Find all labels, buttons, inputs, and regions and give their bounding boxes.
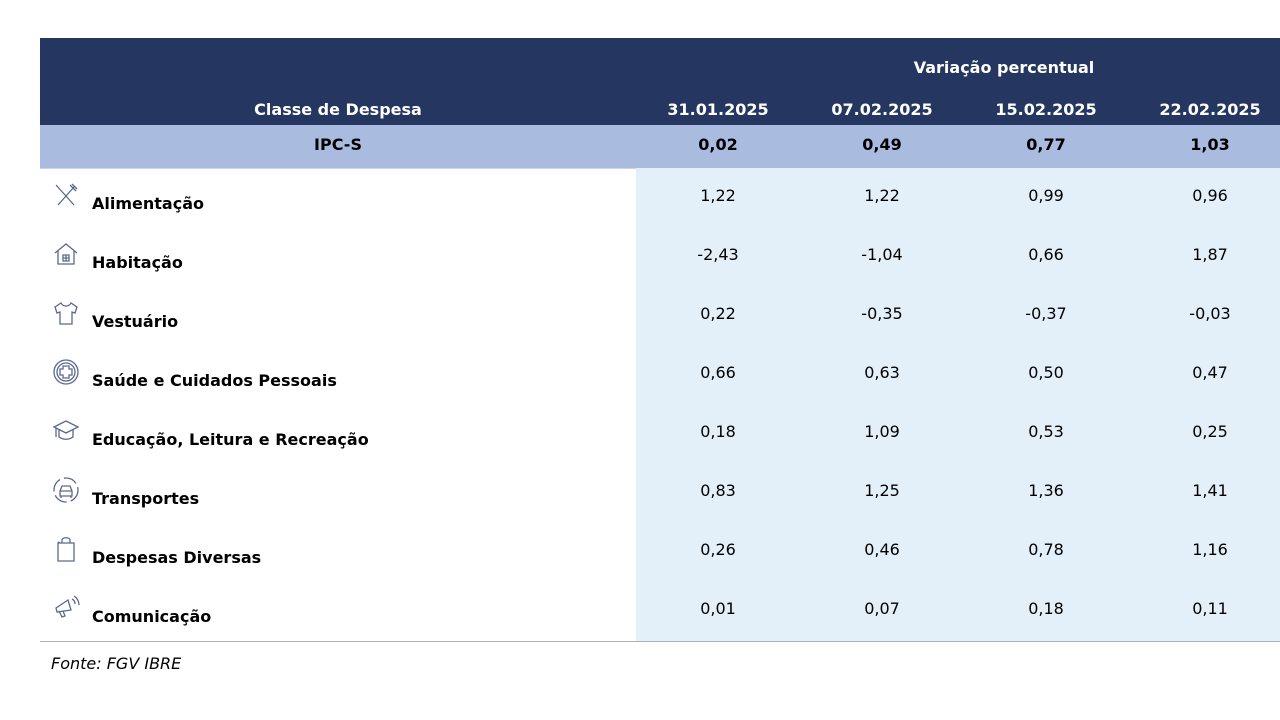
row-value: 0,50 [1028,363,1064,382]
row-label: Comunicação [92,607,212,626]
date-header: 15.02.2025 [995,100,1097,119]
row-label: Vestuário [92,312,179,331]
table-row: Vestuário 0,22 -0,35 -0,37 -0,03 [40,286,1280,345]
table-row: Comunicação 0,01 0,07 0,18 0,11 [40,581,1280,640]
class-header: Classe de Despesa [254,100,422,119]
row-value: 0,07 [864,599,900,618]
row-value: 0,46 [864,540,900,559]
row-value: 0,01 [700,599,736,618]
ipc-value: 0,02 [698,135,738,154]
row-label: Transportes [92,489,200,508]
table-row: Educação, Leitura e Recreação 0,18 1,09 0,5… [40,404,1280,463]
row-label: Habitação [92,253,183,272]
row-value: 0,66 [1028,245,1064,264]
row-value: 0,47 [1192,363,1228,382]
graduation-cap-icon [52,420,80,440]
row-value: 0,25 [1192,422,1228,441]
health-cross-icon [53,359,79,385]
row-value: 0,83 [700,481,736,500]
ipc-label: IPC-S [314,135,362,154]
row-value: -0,37 [1025,304,1067,323]
shopping-bag-icon [57,537,75,562]
date-header: 22.02.2025 [1159,100,1261,119]
row-value: 0,66 [700,363,736,382]
row-value: -2,43 [697,245,739,264]
row-value: 1,87 [1192,245,1228,264]
row-label: Educação, Leitura e Recreação [92,430,369,449]
row-value: 1,25 [864,481,900,500]
row-value: 1,09 [864,422,900,441]
house-icon [54,243,78,265]
row-value: 1,36 [1028,481,1064,500]
row-value: 0,78 [1028,540,1064,559]
source-note: Fonte: FGV IBRE [51,654,182,673]
row-value: 0,18 [700,422,736,441]
table-row: Despesas Diversas 0,26 0,46 0,78 1,16 [40,522,1280,581]
ipc-row: IPC-S 0,02 0,49 0,77 1,03 [40,125,1280,169]
row-value: 0,96 [1192,186,1228,205]
table-row: Alimentação 1,22 1,22 0,99 0,96 [40,168,1280,227]
ipc-value: 0,49 [862,135,902,154]
fork-knife-icon [55,183,78,206]
row-label: Alimentação [92,194,204,213]
table-row: Habitação -2,43 -1,04 0,66 1,87 [40,227,1280,286]
row-value: 0,18 [1028,599,1064,618]
row-value: 0,22 [700,304,736,323]
row-label: Saúde e Cuidados Pessoais [92,371,337,390]
row-value: 1,22 [864,186,900,205]
row-value: -1,04 [861,245,903,264]
row-value: 0,63 [864,363,900,382]
date-header: 31.01.2025 [667,100,769,119]
group-header: Variação percentual [913,58,1095,77]
row-value: 1,16 [1192,540,1228,559]
table-row: Saúde e Cuidados Pessoais 0,66 0,63 0,50 0,4… [40,345,1280,404]
row-value: 1,22 [700,186,736,205]
car-icon [53,477,79,503]
megaphone-icon [55,595,80,618]
shirt-icon [54,302,78,325]
values-background [636,168,1280,641]
row-value: 0,99 [1028,186,1064,205]
row-label: Despesas Diversas [92,548,262,567]
date-header: 07.02.2025 [831,100,933,119]
ipc-value: 1,03 [1190,135,1230,154]
row-value: -0,03 [1189,304,1231,323]
table-header: Variação percentual Classe de Despesa 31… [40,38,1280,125]
table-row: Transportes 0,83 1,25 1,36 1,41 [40,463,1280,522]
table-bottom-border [40,641,1280,642]
row-value: 0,53 [1028,422,1064,441]
row-value: 0,26 [700,540,736,559]
row-value: 0,11 [1192,599,1228,618]
row-value: -0,35 [861,304,903,323]
row-value: 1,41 [1192,481,1228,500]
ipc-value: 0,77 [1026,135,1066,154]
